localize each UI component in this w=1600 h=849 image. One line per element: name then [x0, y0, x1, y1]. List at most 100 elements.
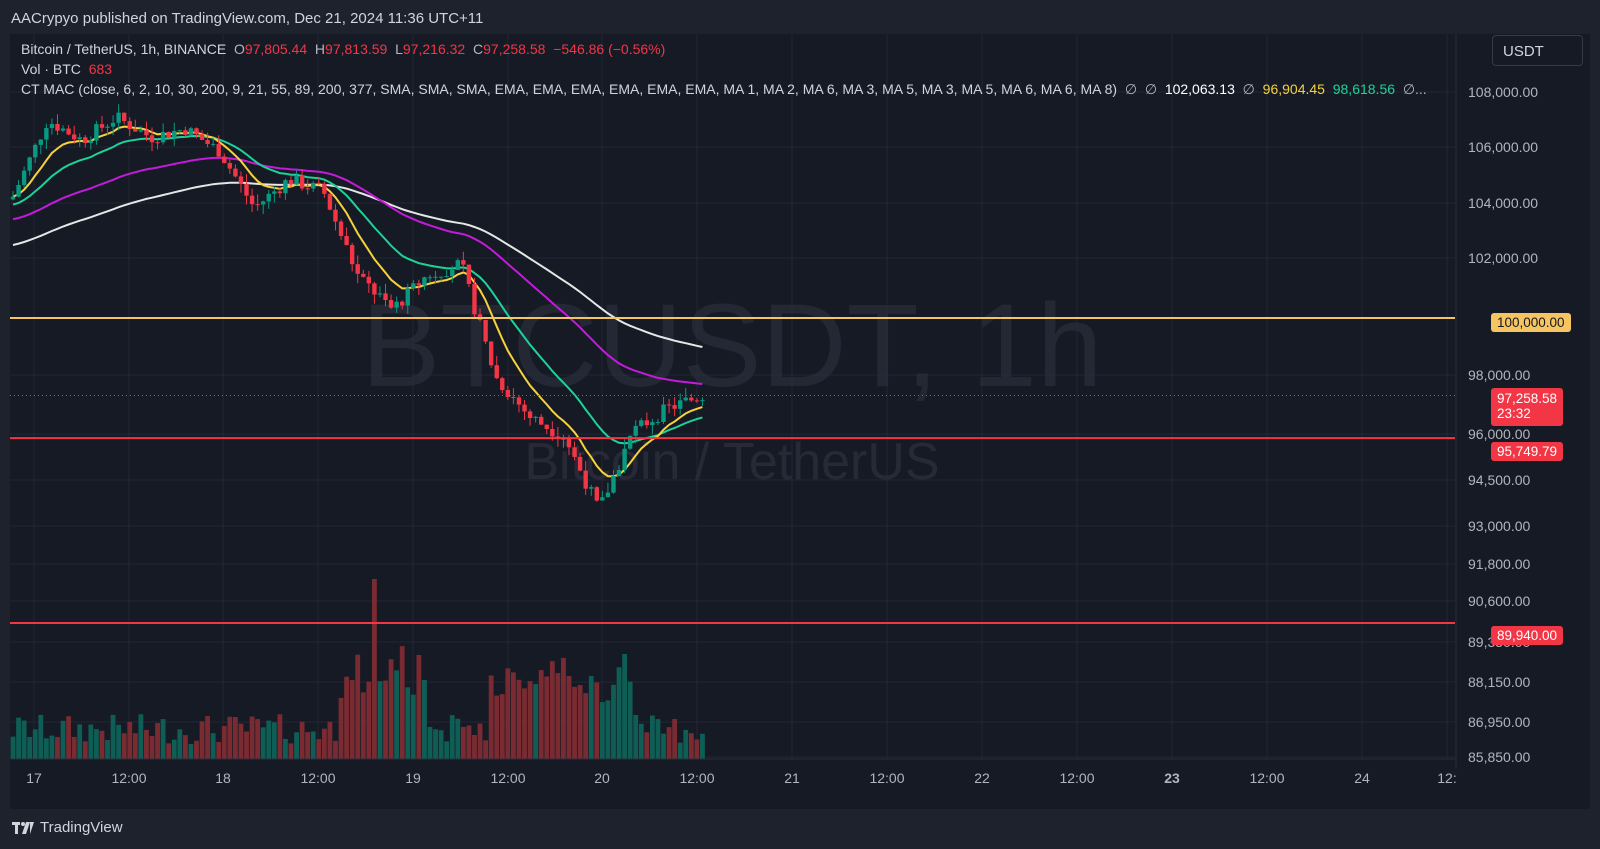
candle-body — [416, 283, 422, 286]
chart-area[interactable]: BTCUSDT, 1h Bitcoin / TetherUS 108,000.0… — [10, 34, 1590, 809]
volume-bar — [299, 721, 305, 759]
candle-body — [155, 142, 160, 144]
last-price-label[interactable]: 97,258.58 23:32 — [1491, 388, 1564, 426]
volume-bars — [10, 579, 705, 759]
volume-bar — [99, 730, 105, 759]
candle-body — [533, 416, 538, 419]
time-tick-label: 17 — [26, 770, 42, 786]
price-chart[interactable]: BTCUSDT, 1h Bitcoin / TetherUS 108,000.0… — [10, 34, 1590, 809]
volume-bar — [511, 672, 516, 759]
tradingview-logo[interactable]: TradingView — [12, 819, 123, 836]
price-label-89940[interactable]: 89,940.00 — [1491, 626, 1564, 645]
horizontal-levels[interactable] — [10, 317, 1455, 624]
candle-body — [400, 301, 405, 306]
volume-bar — [433, 729, 438, 759]
legend-open: 97,805.44 — [244, 41, 308, 57]
volume-bar — [694, 739, 700, 759]
volume-bar — [321, 728, 327, 759]
candle-body — [94, 124, 99, 141]
candle-body — [411, 283, 416, 289]
volume-bar — [144, 729, 149, 759]
legend-ind-value-2: 96,904.45 — [1262, 81, 1325, 97]
price-tick-label: 98,000.00 — [1468, 367, 1530, 383]
legend-na-3: ∅ — [1242, 81, 1255, 97]
candle-body — [461, 260, 466, 265]
last-price-value: 97,258.58 — [1497, 391, 1558, 406]
candle-body — [10, 196, 16, 200]
volume-bar — [349, 680, 355, 759]
volume-bar — [472, 735, 477, 759]
candle-body — [99, 124, 105, 128]
legend-volume[interactable]: Vol · BTC 683 — [21, 61, 112, 77]
candle-body — [455, 260, 460, 270]
price-label-95749[interactable]: 95,749.79 — [1491, 442, 1564, 461]
volume-bar — [310, 731, 316, 759]
candle-body — [527, 411, 533, 419]
time-tick-label: 12:00 — [300, 770, 335, 786]
legend-volume-label: Vol · BTC — [21, 61, 81, 77]
candle-body — [166, 131, 171, 138]
volume-bar — [416, 654, 422, 759]
volume-bar — [566, 676, 572, 759]
candle-body — [589, 487, 594, 489]
price-tick-label: 88,150.00 — [1468, 674, 1530, 690]
volume-bar — [210, 733, 216, 759]
volume-bar — [360, 692, 366, 759]
candle-body — [366, 276, 372, 284]
volume-bar — [49, 735, 55, 759]
candle-body — [255, 204, 260, 206]
candle-body — [683, 397, 688, 401]
volume-bar — [672, 718, 678, 759]
volume-bar — [205, 716, 210, 759]
time-tick-label: 12:00 — [869, 770, 904, 786]
legend-indicator[interactable]: CT MAC (close, 6, 2, 10, 30, 200, 9, 21,… — [21, 81, 1427, 98]
volume-bar — [555, 673, 561, 759]
volume-bar — [494, 695, 500, 759]
candle-body — [283, 180, 288, 194]
footer-bar: TradingView — [0, 809, 1600, 849]
candle-body — [294, 175, 299, 185]
candle-body — [544, 424, 549, 429]
legend-symbol[interactable]: Bitcoin / TetherUS, 1h, BINANCE — [21, 41, 227, 57]
volume-bar — [449, 715, 455, 759]
candle-body — [305, 188, 310, 190]
candles — [10, 104, 705, 502]
candle-body — [483, 319, 488, 342]
volume-bar — [260, 727, 266, 759]
candle-body — [372, 283, 377, 295]
volume-bar — [155, 723, 160, 759]
volume-bar — [327, 721, 333, 759]
candle-body — [349, 245, 355, 265]
candle-body — [383, 293, 388, 301]
candle-body — [600, 497, 605, 501]
legend-na-1: ∅ — [1124, 81, 1138, 97]
volume-bar — [444, 741, 450, 759]
candle-body — [522, 404, 527, 412]
legend-ind-value-1: 102,063.13 — [1164, 81, 1235, 97]
candle-body — [83, 137, 88, 143]
legend-na-4: ∅... — [1402, 81, 1427, 97]
candle-body — [133, 129, 138, 132]
volume-bar — [277, 714, 283, 759]
volume-bar — [627, 681, 633, 759]
volume-bar — [661, 733, 666, 759]
volume-bar — [60, 720, 66, 759]
candle-body — [16, 185, 21, 197]
time-axis[interactable]: 17 12:00 18 12:00 19 12:00 20 12:00 21 12:00 22 12:… — [10, 758, 1457, 786]
candle-body — [66, 128, 71, 135]
price-tick-label: 102,000.00 — [1468, 250, 1538, 266]
legend-low-label: L — [395, 41, 403, 57]
volume-bar — [199, 721, 205, 759]
price-tick-label: 94,500.00 — [1468, 472, 1530, 488]
candle-body — [633, 425, 638, 436]
price-label-100000[interactable]: 100,000.00 — [1491, 313, 1571, 332]
currency-selector[interactable]: USDT — [1492, 35, 1583, 66]
volume-bar — [683, 729, 689, 759]
price-axis[interactable]: 108,000.00 106,000.00 104,000.00 102,000.00… — [1455, 34, 1538, 769]
volume-bar — [677, 742, 683, 759]
volume-bar — [544, 676, 550, 759]
volume-bar — [549, 661, 555, 759]
legend-close-label: C — [473, 41, 484, 57]
volume-bar — [10, 736, 16, 759]
time-tick-label: 23 — [1164, 770, 1180, 786]
